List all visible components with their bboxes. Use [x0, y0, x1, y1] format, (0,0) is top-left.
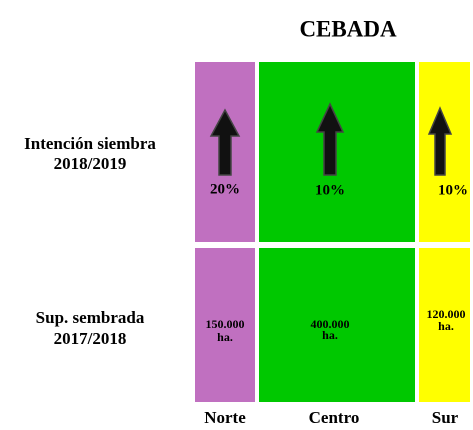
intention: 10%: [438, 182, 468, 198]
block: [195, 248, 255, 402]
area: 150.000: [206, 317, 245, 331]
area: 400.000: [311, 317, 350, 331]
intention: 20%: [210, 181, 240, 197]
block: [419, 248, 470, 402]
area: ha.: [217, 330, 233, 344]
area: 120.000: [427, 307, 466, 321]
area: ha.: [322, 328, 338, 342]
title: CEBADA: [299, 16, 397, 41]
up-arrow: [427, 106, 453, 176]
region-name: Sur: [432, 408, 459, 427]
intention: 10%: [315, 182, 345, 198]
row-label: Sup. sembrada: [36, 308, 145, 327]
row-label: 2017/2018: [54, 329, 127, 348]
up-arrow: [315, 102, 345, 176]
area: ha.: [438, 319, 454, 333]
row-label: 2018/2019: [54, 154, 127, 173]
up-arrow: [209, 108, 241, 176]
region-name: Norte: [204, 408, 246, 427]
row-label: Intención siembra: [24, 134, 156, 153]
region-name: Centro: [309, 408, 360, 427]
block: [259, 248, 415, 402]
block: [259, 62, 415, 242]
